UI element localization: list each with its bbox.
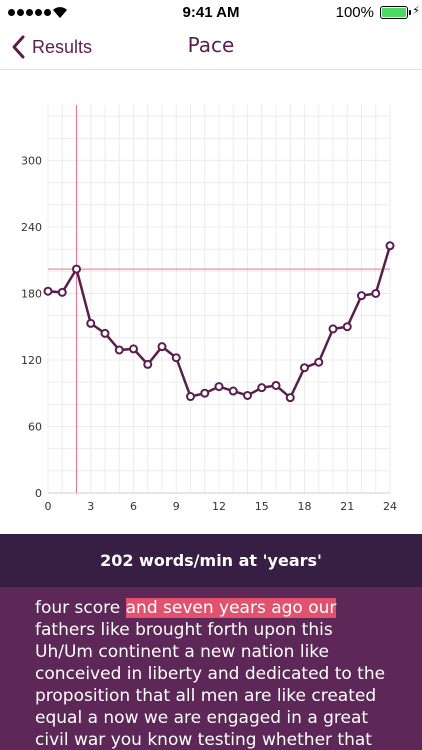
x-tick-label: 12 <box>212 500 226 513</box>
y-tick-label: 0 <box>35 487 42 500</box>
x-tick-label: 9 <box>173 500 180 513</box>
y-tick-label: 180 <box>21 287 42 300</box>
x-tick-label: 21 <box>340 500 354 513</box>
battery-cap <box>409 10 411 15</box>
data-point <box>214 382 224 392</box>
data-point <box>385 241 395 251</box>
data-point <box>328 324 338 334</box>
x-tick-label: 3 <box>87 500 94 513</box>
y-tick-label: 60 <box>28 420 42 433</box>
data-point <box>186 392 195 402</box>
transcript-after: fathers like brought forth upon this Uh/… <box>35 620 386 750</box>
status-bar: 9:41 AM 100% ⚡ <box>0 0 422 26</box>
y-tick-label: 300 <box>21 154 42 167</box>
transcript-panel[interactable]: four score and seven years ago our fathe… <box>0 587 422 750</box>
transcript-text: four score and seven years ago our fathe… <box>35 597 388 750</box>
transcript-highlight: and seven years ago our <box>125 598 337 618</box>
page-title: Pace <box>187 33 235 57</box>
charging-icon: ⚡ <box>412 4 420 17</box>
y-tick-label: 240 <box>21 221 42 234</box>
battery-icon <box>380 6 408 19</box>
back-button[interactable]: Results <box>8 32 92 62</box>
x-tick-label: 18 <box>298 500 312 513</box>
chevron-left-icon <box>12 35 25 59</box>
data-point <box>129 344 138 354</box>
status-time: 9:41 AM <box>182 4 240 21</box>
data-point <box>200 388 210 398</box>
battery-percent: 100% <box>335 4 374 21</box>
x-tick-label: 6 <box>130 500 137 513</box>
data-point <box>86 318 96 328</box>
y-tick-label: 120 <box>21 354 42 367</box>
signal-strength-icon <box>8 9 51 16</box>
data-point <box>228 386 238 396</box>
data-point <box>57 287 67 297</box>
pace-summary-text: 202 words/min at 'years' <box>100 551 322 570</box>
data-point <box>371 288 381 298</box>
transcript-before: four score <box>35 598 126 618</box>
data-point <box>271 380 281 390</box>
data-point <box>314 357 324 367</box>
pace-summary: 202 words/min at 'years' <box>0 534 422 587</box>
data-point <box>285 393 295 403</box>
data-point <box>300 363 309 373</box>
data-point <box>72 264 81 274</box>
data-point <box>171 353 181 363</box>
wifi-icon <box>53 7 67 18</box>
x-tick-label: 0 <box>45 500 52 513</box>
data-point <box>257 383 267 393</box>
x-tick-label: 15 <box>255 500 269 513</box>
data-point <box>157 342 167 352</box>
pace-chart[interactable]: 0 3 6 9 12 15 18 21 24 0 60 120 180 240 300 <box>0 71 422 533</box>
back-button-label: Results <box>32 36 93 57</box>
data-point <box>43 286 53 296</box>
data-point <box>342 322 352 332</box>
data-point <box>143 359 153 369</box>
x-tick-label: 24 <box>383 500 397 513</box>
data-point <box>100 328 110 338</box>
data-point <box>243 390 252 400</box>
navigation-bar: Results Pace <box>0 26 422 70</box>
data-point <box>357 291 366 301</box>
data-point <box>114 345 124 355</box>
